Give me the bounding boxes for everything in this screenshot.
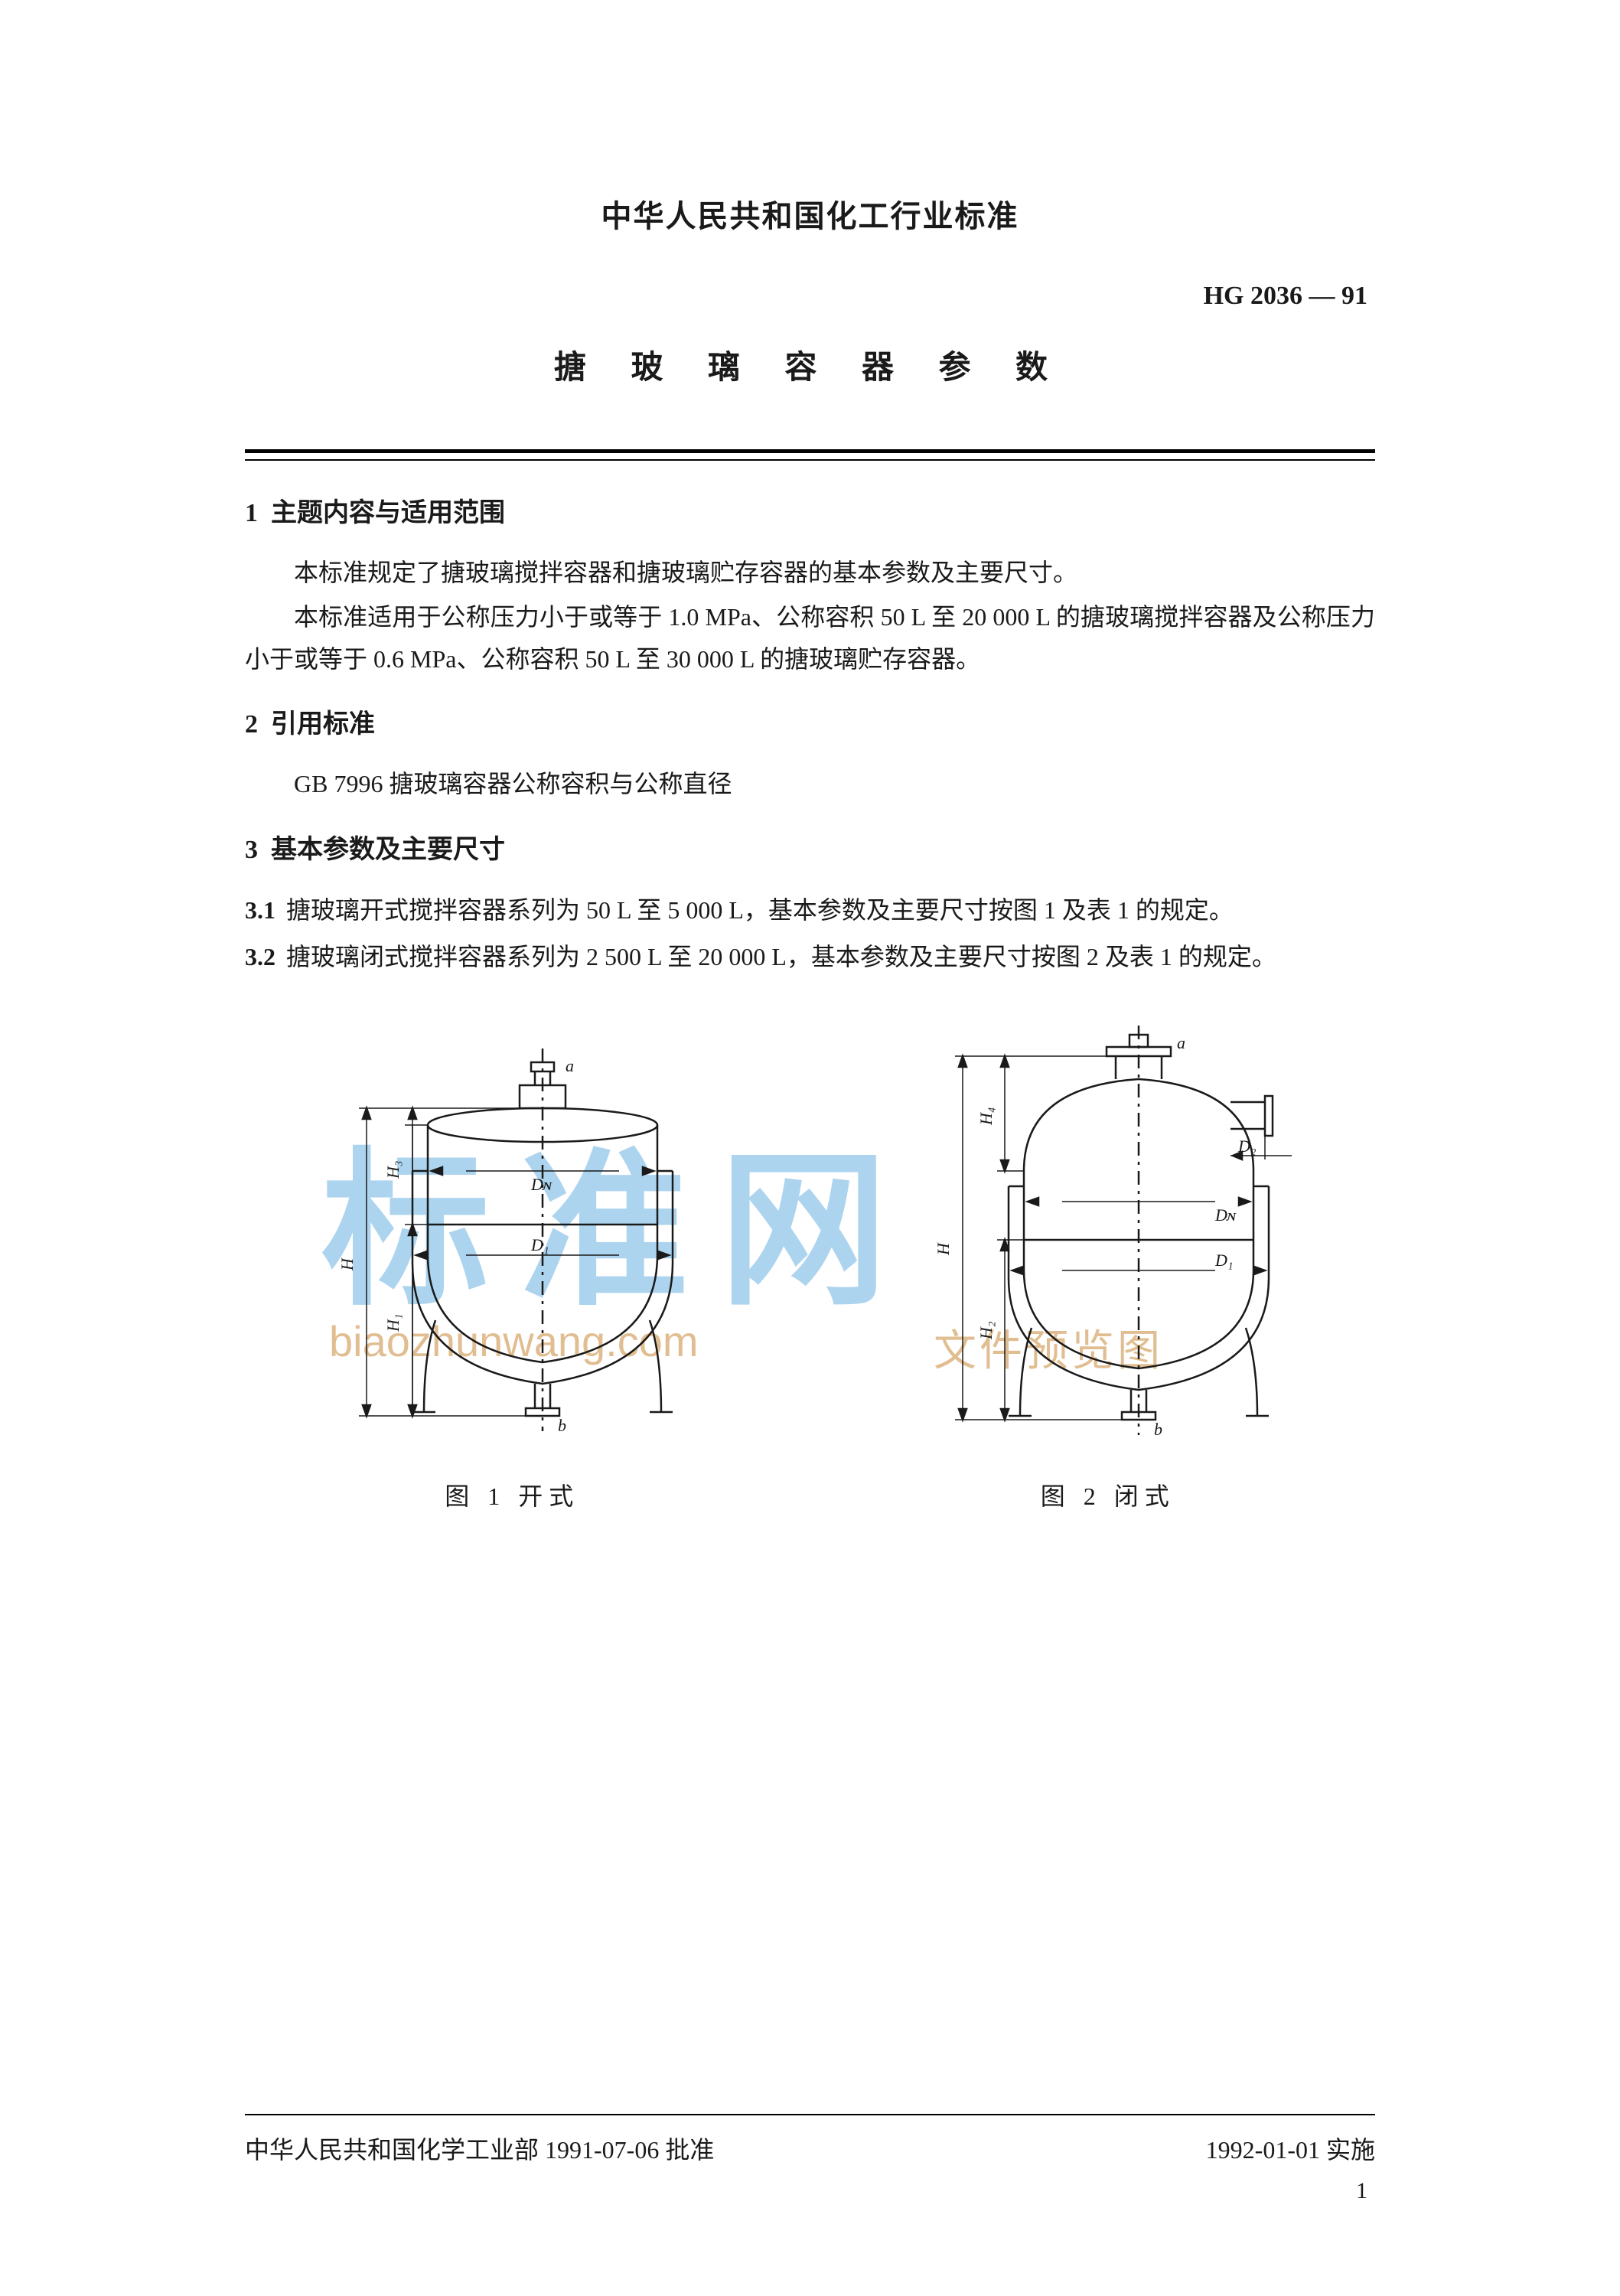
section-3-2: 3.2 搪玻璃闭式搅拌容器系列为 2 500 L 至 20 000 L，基本参数及… [245, 935, 1375, 980]
section-3-num: 3 [245, 836, 258, 864]
figures-row: H H₁ H₃ Dɴ D₁ a b 图 1 开式 [245, 1026, 1375, 1512]
section-3-heading: 3 基本参数及主要尺寸 [245, 828, 1375, 866]
figure-2-caption: 图 2 闭式 [1041, 1477, 1175, 1512]
footer-divider [245, 2114, 1375, 2115]
figure-1-svg: H H₁ H₃ Dɴ D₁ a b [313, 1026, 711, 1439]
section-3-1: 3.1 搪玻璃开式搅拌容器系列为 50 L 至 5 000 L，基本参数及主要尺寸… [245, 889, 1375, 933]
fig2-label-H4: H₄ [976, 1107, 996, 1126]
fig2-label-DN: Dɴ [1214, 1205, 1237, 1225]
footer-effective: 1992-01-01 实施 [1206, 2131, 1375, 2166]
section-1-title: 主题内容与适用范围 [271, 499, 505, 527]
page-number: 1 [1356, 2178, 1367, 2204]
divider-thin [245, 459, 1375, 461]
fig1-label-a: a [566, 1056, 574, 1075]
fig2-label-a: a [1177, 1033, 1185, 1052]
divider-thick [245, 449, 1375, 453]
fig1-label-D1: D₁ [530, 1235, 549, 1254]
figure-2: H H₂ H₄ Dɴ D₁ D₂ a b 图 2 闭式 [841, 1026, 1376, 1512]
fig2-label-D2: D₂ [1237, 1137, 1257, 1156]
fig2-label-H: H [934, 1242, 953, 1256]
fig2-label-b: b [1154, 1420, 1162, 1439]
fig1-label-b: b [558, 1416, 566, 1435]
fig1-label-H3: H₃ [383, 1160, 403, 1179]
section-3-1-text: 搪玻璃开式搅拌容器系列为 50 L 至 5 000 L，基本参数及主要尺寸按图 … [286, 896, 1234, 924]
section-2-num: 2 [245, 710, 258, 739]
section-3-1-num: 3.1 [245, 896, 275, 924]
standard-code: HG 2036 — 91 [245, 282, 1375, 311]
footer: 中华人民共和国化学工业部 1991-07-06 批准 1992-01-01 实施 [245, 2114, 1375, 2166]
section-1-para-2: 本标准适用于公称压力小于或等于 1.0 MPa、公称容积 50 L 至 20 0… [245, 596, 1375, 680]
fig1-label-H1: H₁ [383, 1313, 403, 1332]
section-2-heading: 2 引用标准 [245, 703, 1375, 740]
fig2-label-H2: H₂ [976, 1321, 996, 1340]
section-1-para-1: 本标准规定了搪玻璃搅拌容器和搪玻璃贮存容器的基本参数及主要尺寸。 [245, 552, 1375, 593]
figure-2-svg: H H₂ H₄ Dɴ D₁ D₂ a b [909, 1026, 1307, 1439]
figure-1-caption: 图 1 开式 [445, 1477, 579, 1512]
section-2-reference: GB 7996 搪玻璃容器公称容积与公称直径 [294, 763, 1375, 804]
doc-title: 搪 玻 璃 容 器 参 数 [245, 341, 1375, 388]
section-3-2-text: 搪玻璃闭式搅拌容器系列为 2 500 L 至 20 000 L，基本参数及主要尺… [286, 943, 1276, 970]
section-3-2-num: 3.2 [245, 943, 275, 970]
section-2-title: 引用标准 [271, 710, 375, 739]
section-1-num: 1 [245, 499, 258, 527]
section-3-title: 基本参数及主要尺寸 [271, 836, 505, 864]
footer-approval: 中华人民共和国化学工业部 1991-07-06 批准 [245, 2131, 714, 2166]
fig1-label-DN: Dɴ [530, 1175, 552, 1194]
org-title: 中华人民共和国化工行业标准 [245, 191, 1375, 236]
figure-1: H H₁ H₃ Dɴ D₁ a b 图 1 开式 [245, 1026, 780, 1512]
fig2-label-D1: D₁ [1214, 1251, 1234, 1270]
section-1-heading: 1 主题内容与适用范围 [245, 491, 1375, 529]
fig1-label-H: H [337, 1257, 357, 1271]
